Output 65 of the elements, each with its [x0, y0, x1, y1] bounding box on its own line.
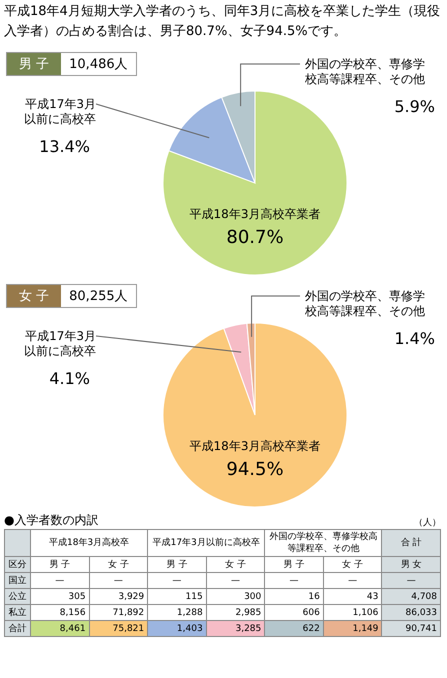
text: —	[348, 576, 358, 586]
text: 86,033	[406, 608, 437, 618]
category-label: 国立	[8, 576, 26, 586]
data-label: 94.5%	[226, 459, 284, 480]
text: 3,285	[235, 624, 262, 634]
category-label: 男 子	[264, 556, 324, 572]
text: 4,708	[411, 592, 437, 602]
text: —	[290, 576, 299, 586]
category-label: 女 子	[323, 556, 382, 572]
text: 外国の学校卒、専修学校高等課程卒、その他	[264, 530, 382, 556]
legend-title: 女 子	[7, 285, 62, 307]
text: 3,929	[118, 592, 144, 602]
data-label: 1.4%	[394, 329, 435, 348]
text: 606	[302, 608, 320, 618]
text: （人）	[414, 516, 441, 529]
legend-title: 男 子	[7, 53, 62, 75]
text: 43	[366, 592, 378, 602]
text: 305	[68, 592, 86, 602]
slice-label: 平成18年3月高校卒業者	[190, 439, 320, 453]
text: 8,461	[60, 624, 86, 634]
text: 2,985	[235, 608, 262, 618]
text: 71,892	[112, 608, 144, 618]
chart-title: 平成18年4月短期大学入学者のうち、同年3月に高校を卒業した学生（現役入学者）の占める割合は、男子80.7%、女子94.5%です。	[3, 3, 442, 41]
text: 8,156	[60, 608, 86, 618]
slice-label: 平成17年3月以前に高校卒	[24, 329, 96, 358]
chart-subtitle: 80,255人	[61, 285, 136, 307]
text: 区分	[4, 556, 30, 572]
category-label: 私立	[8, 608, 26, 618]
text: 合 計	[382, 530, 440, 556]
category-label: 男 子	[30, 556, 90, 572]
pie-slice	[162, 322, 348, 508]
data-label: 4.1%	[49, 369, 90, 388]
data-label: 13.4%	[39, 137, 90, 156]
text: —	[406, 576, 416, 586]
text: 300	[244, 592, 262, 602]
pie-slice	[162, 90, 348, 276]
category-label: 合計	[8, 624, 26, 634]
text: 622	[302, 624, 320, 634]
text: 16	[308, 592, 320, 602]
text: 平成18年3月高校卒	[30, 530, 148, 556]
category-label: 公立	[8, 592, 26, 602]
chart-subtitle: 10,486人	[61, 53, 136, 75]
text: 115	[186, 592, 203, 602]
text: 1,106	[352, 608, 378, 618]
category-label: 男 女	[382, 556, 440, 572]
text: 1,288	[176, 608, 203, 618]
category-label: 男 子	[148, 556, 206, 572]
text: ●入学者数の内訳	[4, 512, 98, 529]
slice-label: 平成17年3月以前に高校卒	[24, 97, 96, 126]
category-label: 女 子	[89, 556, 148, 572]
text: 75,821	[112, 624, 144, 634]
text: 1,149	[352, 624, 378, 634]
text: 平成17年3月以前に高校卒	[148, 530, 265, 556]
text: —	[172, 576, 182, 586]
text: 90,741	[406, 624, 437, 634]
text: —	[230, 576, 240, 586]
data-label: 80.7%	[226, 227, 284, 248]
text: —	[114, 576, 123, 586]
category-label: 女 子	[206, 556, 265, 572]
slice-label: 平成18年3月高校卒業者	[190, 207, 320, 221]
slice-label: 外国の学校卒、専修学校高等課程卒、その他	[304, 289, 425, 318]
slice-label: 外国の学校卒、専修学校高等課程卒、その他	[304, 57, 425, 86]
text: —	[55, 576, 64, 586]
data-label: 5.9%	[394, 97, 435, 116]
text: 1,403	[176, 624, 203, 634]
